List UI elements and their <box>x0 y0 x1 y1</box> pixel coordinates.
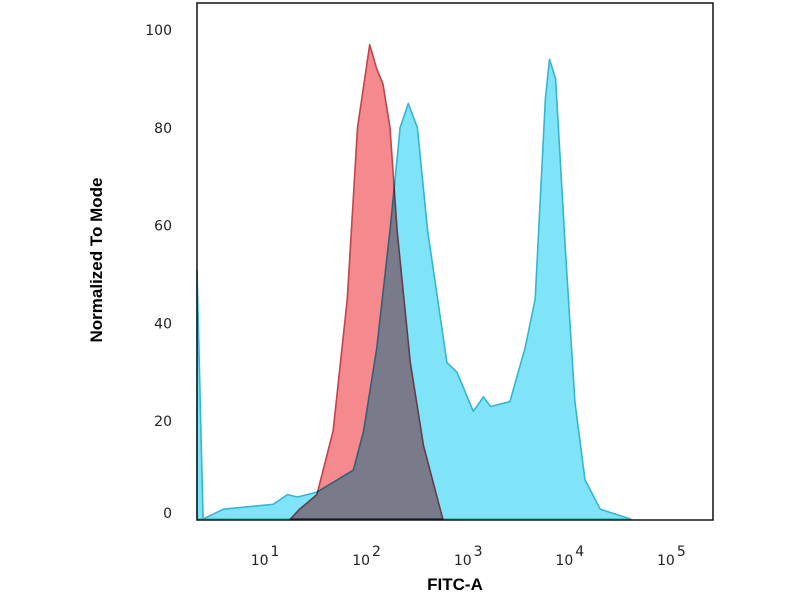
y-axis-label: Normalized To Mode <box>87 178 106 343</box>
x-tick-exponent: 4 <box>575 544 584 560</box>
y-tick-label: 20 <box>154 414 172 430</box>
series-red-histogram <box>289 43 444 520</box>
x-tick-label: 103 <box>454 544 483 569</box>
y-tick-label: 60 <box>154 219 172 235</box>
y-tick-label: 0 <box>163 506 172 522</box>
series-layer <box>196 43 632 520</box>
x-tick-label: 102 <box>352 544 381 569</box>
x-axis-label: FITC-A <box>427 575 483 594</box>
y-tick-label: 100 <box>145 23 172 39</box>
x-tick-exponent: 2 <box>372 544 381 560</box>
x-tick-exponent: 3 <box>474 544 483 560</box>
x-tick-label: 105 <box>657 544 686 569</box>
y-tick-labels: 0 20 40 60 80 100 <box>145 23 172 522</box>
x-tick-label: 104 <box>555 544 584 569</box>
x-tick-base: 10 <box>251 553 269 569</box>
plot-frame <box>196 2 714 521</box>
x-tick-base: 10 <box>657 553 675 569</box>
series-blue-histogram <box>196 58 632 520</box>
x-tick-exponent: 1 <box>271 544 280 560</box>
x-tick-base: 10 <box>555 553 573 569</box>
y-tick-label: 80 <box>154 121 172 137</box>
x-tick-label: 101 <box>251 544 280 569</box>
y-tick-label: 40 <box>154 316 172 332</box>
x-tick-exponent: 5 <box>677 544 686 560</box>
x-tick-base: 10 <box>454 553 472 569</box>
x-tick-base: 10 <box>352 553 370 569</box>
